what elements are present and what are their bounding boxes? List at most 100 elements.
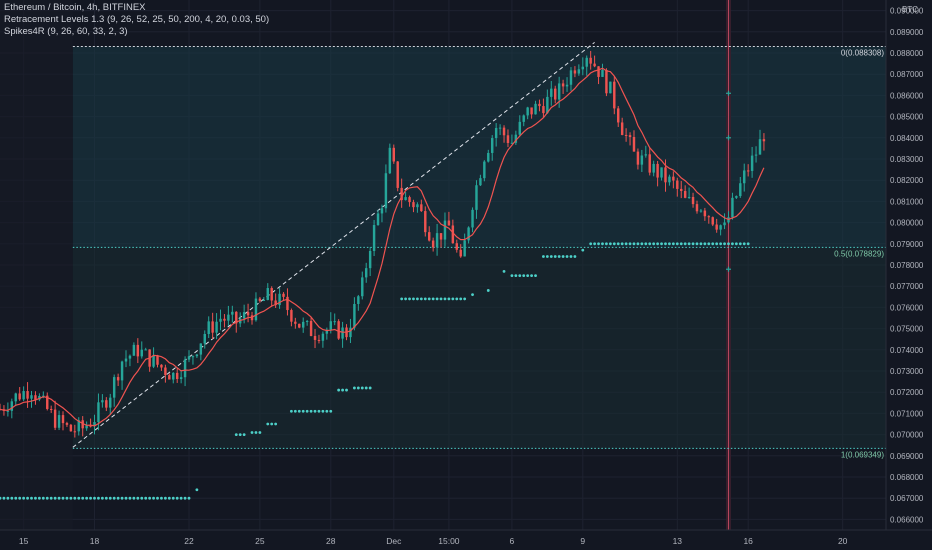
time-tick-label: 13 [673, 536, 683, 546]
spike-dot [447, 297, 451, 301]
candle [447, 211, 451, 226]
candle [750, 146, 754, 178]
candle [404, 191, 407, 201]
candle-body [565, 84, 569, 87]
candle-body [463, 240, 466, 257]
candle-body [585, 57, 588, 67]
spike-dot [679, 242, 683, 246]
candle [636, 148, 640, 170]
candles [0, 50, 766, 438]
candle-body [199, 343, 203, 355]
candle-body [550, 88, 553, 97]
candle-body [61, 415, 65, 424]
candle-body [136, 344, 140, 357]
candle-body [699, 210, 703, 212]
candle-body [231, 311, 234, 315]
spike-dot [57, 496, 61, 500]
candle-body [26, 391, 29, 399]
spike-dot [416, 297, 419, 301]
candle [132, 342, 136, 356]
candle-body [683, 190, 687, 198]
spike-dot [337, 388, 341, 392]
spike-dot [648, 242, 652, 246]
candle-body [187, 356, 191, 360]
candle-body [455, 243, 459, 250]
candle [353, 297, 356, 331]
spike-dot [301, 409, 305, 413]
candle-body [10, 401, 14, 411]
candle-body [762, 139, 766, 142]
candle [278, 288, 281, 309]
retracement-label-0: 0(0.088308) [841, 48, 884, 57]
candle [282, 292, 285, 301]
candle [550, 81, 553, 106]
candle-body [191, 356, 195, 358]
spike-dot [486, 289, 490, 292]
candle-body [132, 344, 136, 356]
spike-dot [573, 255, 577, 258]
time-tick-label: 22 [184, 536, 194, 546]
candle-body [672, 176, 675, 181]
candle-body [624, 134, 628, 136]
candle-body [179, 377, 183, 379]
candle-body [89, 425, 92, 427]
spike-dot [549, 255, 553, 258]
candle [530, 107, 533, 119]
price-tick-label: 0.072000 [890, 388, 924, 397]
spike-dot [699, 242, 703, 246]
candle-body [451, 225, 455, 244]
candle-body [388, 147, 392, 174]
price-tick-label: 0.073000 [890, 367, 924, 376]
price-tick-label: 0.067000 [890, 494, 924, 503]
candle-body [660, 167, 663, 178]
candle [77, 417, 80, 436]
indicator-spikes4r[interactable]: Spikes4R (9, 26, 60, 33, 2, 3) [4, 26, 128, 37]
spike-dot [565, 255, 569, 258]
spike-dot [561, 255, 565, 258]
candle [581, 57, 585, 76]
candle-body [420, 204, 423, 212]
candle [746, 164, 750, 177]
candle-body [120, 361, 124, 381]
spike-dot [471, 293, 474, 297]
candle [160, 364, 163, 371]
indicator-retracement-levels[interactable]: Retracement Levels 1.3 (9, 26, 52, 25, 5… [4, 14, 270, 25]
candle [219, 309, 222, 331]
spike-dot [254, 431, 258, 434]
spike-dot [660, 242, 663, 246]
candle-body [518, 121, 522, 135]
signal-cross [725, 90, 731, 96]
spike-dot [34, 496, 37, 500]
spike-dot [171, 496, 175, 500]
price-tick-label: 0.070000 [890, 431, 924, 440]
candle [467, 226, 470, 244]
spike-dot [163, 496, 167, 500]
spike-dot [116, 496, 120, 500]
candle [120, 360, 124, 390]
candle [565, 77, 569, 92]
symbol-line[interactable]: Ethereum / Bitcoin, 4h, BITFINEX [4, 2, 146, 13]
candle-body [416, 204, 419, 208]
spike-dot [18, 496, 22, 500]
candle-body [427, 232, 431, 241]
spike-dot [345, 388, 348, 392]
candle-body [514, 134, 518, 143]
candle [93, 414, 96, 435]
spike-dot [605, 242, 608, 246]
candle-body [282, 293, 285, 297]
candle [364, 262, 368, 283]
spike-dot [108, 496, 112, 500]
spike-dot [628, 242, 632, 246]
spike-dot [160, 496, 163, 500]
candle [396, 160, 399, 192]
candle-body [262, 299, 266, 301]
spike-dot [61, 496, 65, 500]
candle-body [211, 321, 214, 333]
spike-dot [136, 496, 140, 500]
spike-dot [187, 496, 191, 500]
time-tick-label: 28 [326, 536, 336, 546]
candle-body [392, 147, 395, 162]
spike-dot [30, 496, 33, 500]
candle [601, 63, 604, 78]
